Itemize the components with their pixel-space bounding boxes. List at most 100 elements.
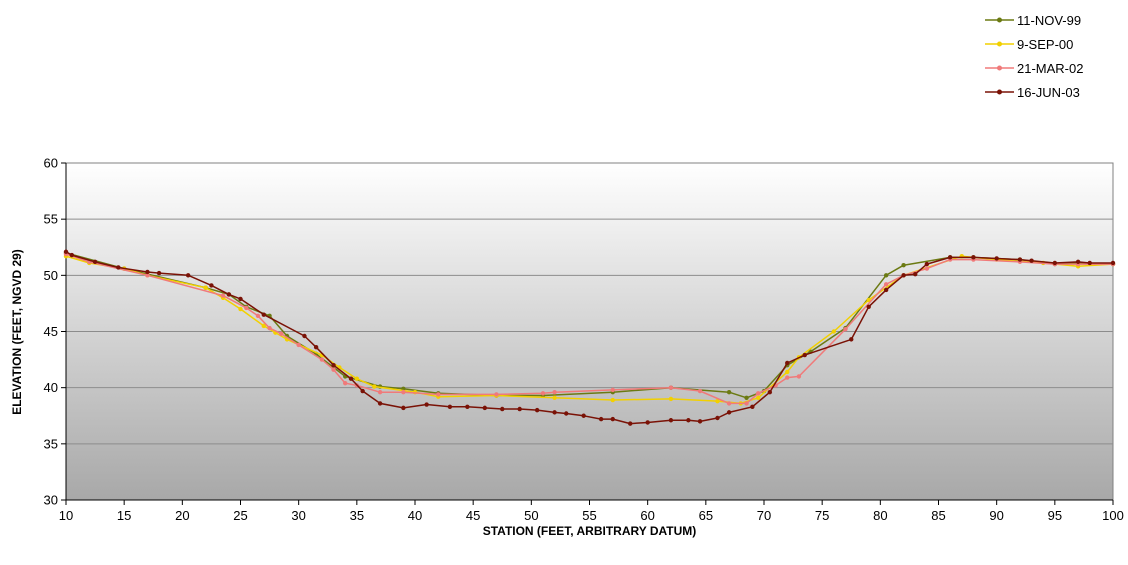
data-point	[1075, 259, 1081, 265]
data-point	[715, 398, 720, 404]
data-point	[785, 369, 790, 375]
series-layer	[63, 249, 1116, 426]
data-point	[668, 396, 674, 402]
data-point	[971, 255, 976, 260]
legend-marker	[997, 89, 1002, 95]
data-point	[372, 384, 377, 389]
data-point	[883, 273, 889, 278]
data-point	[715, 415, 720, 421]
x-tick-label: 35	[350, 508, 364, 523]
series-16-JUN-03	[63, 249, 1116, 426]
data-point	[947, 255, 953, 260]
data-point	[744, 401, 749, 406]
data-point	[203, 285, 208, 290]
data-point	[244, 305, 249, 311]
data-point	[261, 312, 266, 317]
legend-label: 16-JUN-03	[1017, 85, 1080, 100]
data-point	[145, 269, 150, 275]
data-point	[1110, 260, 1116, 266]
data-point	[302, 333, 307, 339]
y-tick-label: 60	[44, 156, 58, 171]
x-tick-label: 80	[873, 508, 887, 523]
data-point	[145, 273, 150, 278]
legend-label: 9-SEP-00	[1017, 37, 1073, 52]
data-point	[564, 411, 569, 416]
data-point	[866, 304, 871, 309]
x-tick-label: 20	[175, 508, 189, 523]
data-point	[726, 389, 732, 395]
data-point	[1087, 260, 1092, 266]
data-point	[849, 337, 854, 342]
data-point	[267, 325, 272, 331]
data-point	[63, 249, 69, 254]
tick-labels: 30 35 40 45 50 55 60 10 15 20 25 30 35 40 45 50 55 60 65 70…	[44, 156, 1124, 524]
data-point	[913, 272, 918, 277]
data-point	[1029, 258, 1034, 263]
data-point	[279, 331, 284, 336]
data-point	[1017, 257, 1023, 262]
data-point	[238, 306, 243, 312]
x-tick-label: 55	[582, 508, 596, 523]
legend: 11-NOV-99 9-SEP-00 21-MAR-02 16-JUN-03	[985, 13, 1083, 100]
data-point	[610, 387, 615, 393]
series-21-MAR-02	[63, 251, 1116, 406]
data-point	[465, 404, 470, 409]
data-point	[645, 420, 650, 425]
data-point	[156, 270, 162, 276]
data-point	[866, 297, 871, 303]
data-point	[686, 418, 691, 423]
x-tick-label: 50	[524, 508, 538, 523]
data-point	[494, 392, 499, 397]
legend-label: 21-MAR-02	[1017, 61, 1083, 76]
data-point	[802, 352, 807, 358]
data-point	[401, 389, 406, 395]
data-point	[313, 345, 319, 350]
data-point	[377, 401, 383, 406]
data-point	[343, 380, 348, 386]
data-point	[401, 405, 406, 411]
data-point	[331, 367, 336, 372]
data-point	[319, 357, 325, 362]
x-tick-label: 70	[757, 508, 771, 523]
legend-marker	[997, 41, 1002, 47]
x-tick-label: 30	[291, 508, 305, 523]
data-point	[883, 287, 889, 293]
data-point	[261, 323, 266, 329]
x-tick-label: 60	[640, 508, 654, 523]
data-point	[185, 273, 191, 278]
data-point	[552, 395, 557, 400]
data-point	[924, 266, 930, 271]
data-point	[354, 376, 360, 381]
data-point	[697, 419, 703, 424]
data-point	[534, 407, 540, 413]
data-point	[755, 395, 761, 400]
data-point	[796, 374, 802, 379]
data-point	[581, 413, 586, 418]
data-point	[726, 410, 732, 415]
data-point	[238, 296, 243, 302]
data-point	[424, 402, 429, 407]
data-point	[296, 342, 301, 348]
data-point	[901, 273, 906, 278]
x-tick-label: 15	[117, 508, 131, 523]
data-point	[785, 375, 790, 380]
data-point	[377, 389, 383, 395]
data-point	[482, 405, 487, 411]
series-line	[65, 251, 1113, 425]
data-point	[552, 389, 557, 395]
data-point	[924, 261, 930, 267]
data-point	[226, 292, 232, 297]
data-point	[220, 293, 226, 298]
legend-marker	[997, 17, 1002, 23]
y-tick-label: 45	[44, 324, 58, 339]
data-point	[348, 376, 354, 381]
x-tick-label: 40	[408, 508, 422, 523]
x-tick-label: 65	[699, 508, 713, 523]
y-tick-label: 55	[44, 212, 58, 227]
data-point	[744, 395, 749, 400]
data-point	[540, 391, 546, 396]
y-tick-label: 35	[44, 436, 58, 451]
data-point	[255, 313, 261, 318]
data-point	[994, 256, 999, 261]
data-point	[697, 388, 703, 394]
